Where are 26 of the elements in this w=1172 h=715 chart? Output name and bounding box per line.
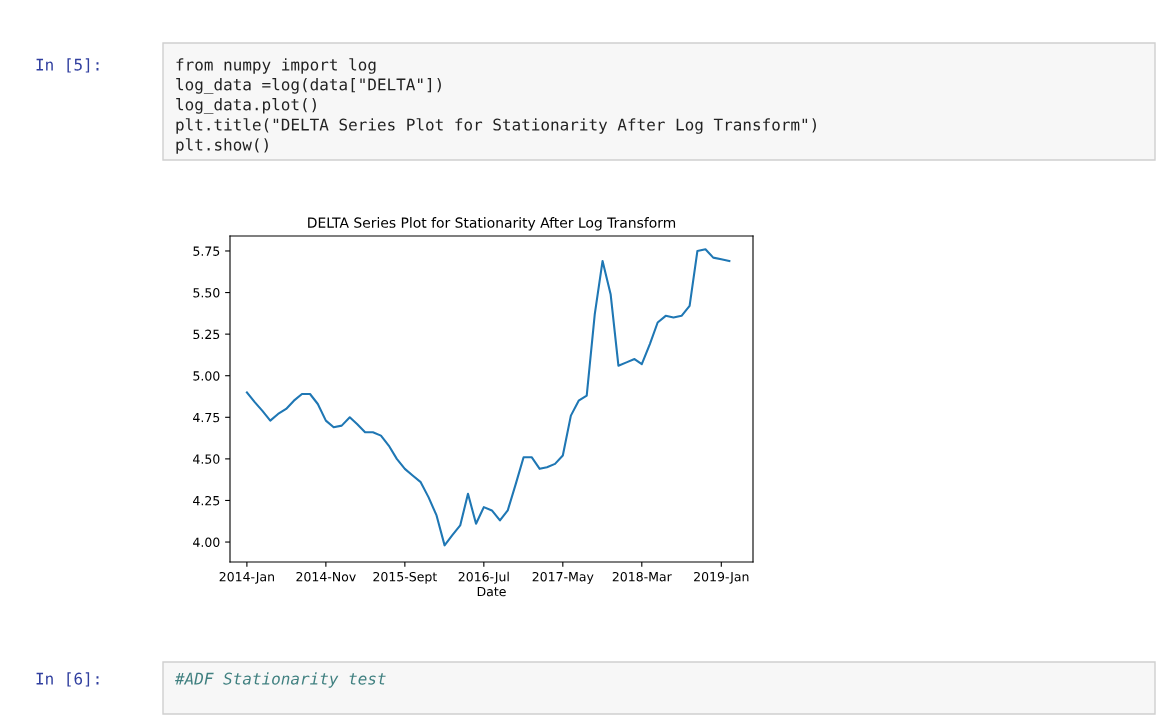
chart-title: DELTA Series Plot for Stationarity After Log Transform [308, 217, 676, 231]
y-tick-label: 5.75 [193, 246, 220, 256]
x-tick-label: 2018-Mar [612, 571, 672, 582]
x-tick-label: 2016-Jul [458, 571, 509, 584]
x-tick-label: 2015-Sept [373, 571, 437, 584]
line-series [245, 248, 731, 547]
x-tick-label: 2014-Jan [219, 571, 274, 584]
y-tick-label: 4.50 [193, 454, 220, 464]
text: In [6]: [36, 672, 99, 687]
text: In [5]: [36, 58, 99, 73]
text: log_data.plot() [176, 98, 316, 114]
y-tick-label: 4.00 [193, 537, 220, 547]
x-tick-label: 2019-Jan [694, 571, 749, 584]
x-axis-title: Date [477, 586, 506, 597]
text: plt.show() [176, 138, 268, 154]
y-tick-label: 5.00 [193, 371, 220, 381]
text: from numpy import log [176, 58, 376, 74]
text: log_data =log(data["DELTA"]) [176, 78, 441, 94]
text: #ADF Stationarity test [174, 672, 386, 688]
x-tick-label: 2017-May [532, 571, 594, 584]
text: plt.title("DELTA Series Plot for Stationarity After Log Transform") [176, 118, 816, 134]
y-tick-label: 5.50 [193, 288, 220, 298]
y-tick-label: 4.25 [193, 495, 220, 506]
x-tick-label: 2014-Nov [296, 571, 356, 582]
y-tick-label: 5.25 [193, 329, 220, 340]
y-tick-label: 4.75 [193, 412, 220, 423]
